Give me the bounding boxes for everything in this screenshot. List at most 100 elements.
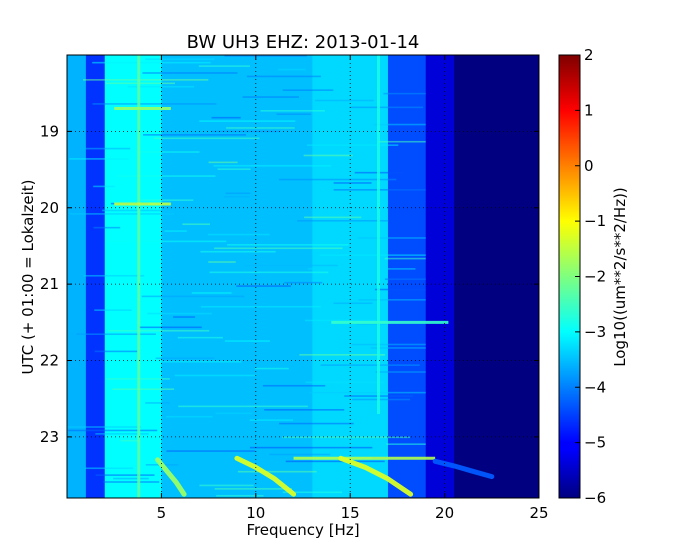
texture-streak <box>213 164 332 167</box>
texture-streak <box>282 89 334 91</box>
texture-streak <box>142 134 247 136</box>
texture-streak <box>116 175 216 177</box>
texture-streak <box>147 312 212 315</box>
texture-streak <box>93 226 121 229</box>
texture-streak <box>305 381 385 384</box>
texture-streak <box>209 271 329 274</box>
texture-streak <box>284 281 323 284</box>
texture-streak <box>315 99 374 102</box>
texture-streak <box>140 199 194 201</box>
texture-streak <box>246 75 321 78</box>
feature-sweep-6 <box>155 457 187 497</box>
texture-streak <box>198 65 250 67</box>
texture-streak <box>92 61 211 64</box>
texture-streak <box>226 127 295 129</box>
colorbar-tick-label: −5 <box>584 434 606 452</box>
texture-streak <box>383 92 426 95</box>
texture-streak <box>227 244 349 246</box>
texture-streak <box>249 446 373 449</box>
y-tick-label: 20 <box>40 199 59 217</box>
x-axis-label: Frequency [Hz] <box>246 521 359 539</box>
chart-title: BW UH3 EHZ: 2013-01-14 <box>187 32 420 53</box>
colorbar-tick-label: 2 <box>584 46 594 64</box>
texture-streak <box>237 470 317 473</box>
texture-streak <box>191 292 232 294</box>
texture-streak <box>83 274 145 277</box>
texture-streak <box>224 55 307 57</box>
x-tick-label: 25 <box>529 504 548 522</box>
texture-streak <box>357 237 426 239</box>
texture-streak <box>211 116 241 119</box>
texture-streak <box>76 333 156 336</box>
grid-lines <box>67 55 539 498</box>
x-tick-label: 5 <box>157 504 167 522</box>
texture-streak <box>249 419 294 421</box>
texture-streak <box>319 254 426 256</box>
texture-streak <box>358 299 426 301</box>
texture-streak <box>214 488 293 490</box>
texture-streak <box>303 154 353 157</box>
texture-streak <box>145 58 215 61</box>
x-tick-label: 20 <box>435 504 454 522</box>
texture-streak <box>373 123 426 126</box>
texture-streak <box>254 367 289 370</box>
texture-streak <box>166 450 256 452</box>
colorbar-tick-label: −4 <box>584 378 606 396</box>
texture-streak <box>278 68 306 71</box>
texture-streak <box>177 336 223 339</box>
spectrogram-band-5 <box>387 55 427 498</box>
colorbar-label: Log10((um**2/s**2/Hz)) <box>611 187 629 367</box>
texture-streak <box>174 374 257 377</box>
texture-streak <box>370 347 426 349</box>
texture-streak <box>352 398 411 401</box>
x-tick-label: 15 <box>341 504 360 522</box>
texture-streak <box>386 443 426 445</box>
texture-streak <box>173 316 196 318</box>
colorbar-tick-label: 0 <box>584 157 594 175</box>
texture-streak <box>297 219 389 222</box>
texture-streak <box>199 484 254 487</box>
texture-streak <box>145 402 170 404</box>
texture-streak <box>164 230 187 232</box>
texture-streak <box>69 158 129 160</box>
texture-streak <box>105 240 227 243</box>
texture-streak <box>199 120 296 122</box>
texture-streak <box>279 422 354 425</box>
texture-streak <box>304 216 362 219</box>
texture-streak <box>276 113 311 116</box>
texture-streak <box>138 326 202 329</box>
texture-streak <box>127 85 195 88</box>
texture-streak <box>103 481 160 483</box>
texture-streak <box>95 474 155 476</box>
texture-streak <box>94 309 132 311</box>
texture-streak <box>92 103 217 105</box>
texture-streak <box>224 340 270 342</box>
texture-streak <box>384 257 426 260</box>
texture-streak <box>136 151 200 153</box>
texture-streak <box>236 285 291 287</box>
feature-sweep-8 <box>338 455 414 497</box>
texture-streak <box>141 295 245 298</box>
texture-streak <box>85 467 134 470</box>
texture-streak <box>155 357 215 360</box>
texture-streak <box>384 278 426 281</box>
texture-streak <box>320 364 420 366</box>
texture-streak <box>216 494 264 497</box>
colorbar-tick-label: 1 <box>584 101 594 119</box>
y-tick-label: 23 <box>40 428 59 446</box>
texture-streak <box>355 323 387 325</box>
spectrogram-band-0 <box>67 55 87 498</box>
texture-streak <box>264 409 345 411</box>
texture-streak <box>200 250 276 253</box>
texture-streak <box>285 460 385 463</box>
texture-streak <box>67 426 142 428</box>
texture-streak <box>282 491 343 494</box>
texture-streak <box>262 384 326 387</box>
colorbar: −6 −5 −4 −3 −2 −1 0 1 2 Log10((um**2/s**2/Hz)) <box>558 46 629 507</box>
texture-streak <box>267 206 296 208</box>
texture-streak <box>269 453 331 456</box>
spectrogram-bands <box>67 55 539 498</box>
texture-streak <box>217 168 251 171</box>
texture-streak <box>68 429 158 432</box>
